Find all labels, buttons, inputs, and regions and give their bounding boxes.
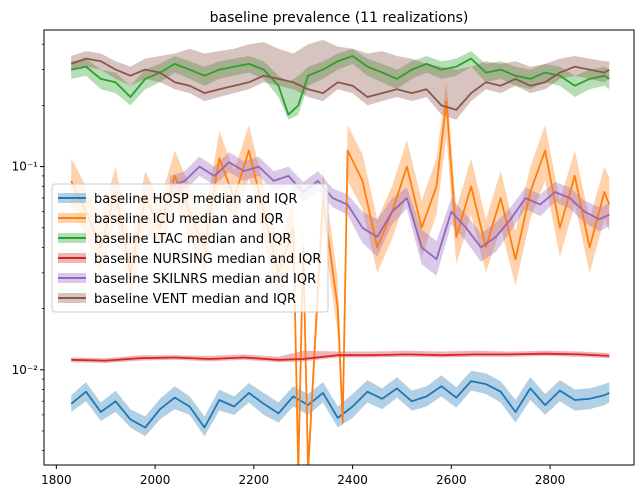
legend-label: baseline SKILNRS median and IQR	[94, 272, 316, 287]
y-tick-label: 10⁻²	[12, 363, 39, 377]
legend-label: baseline VENT median and IQR	[94, 292, 296, 307]
median-line-baseline-vent-median-and-iqr	[70, 57, 610, 111]
legend-box	[51, 183, 329, 313]
y-tick-label: 10⁻¹	[12, 160, 39, 174]
x-tick-label: 2200	[239, 473, 270, 487]
x-tick-label: 2400	[337, 473, 368, 487]
x-tick-label: 2000	[140, 473, 171, 487]
legend: baseline HOSP median and IQR baseline ICU…	[51, 183, 329, 313]
iqr-band-baseline-skilnrs-median-and-iqr	[169, 152, 610, 276]
median-line-baseline-skilnrs-median-and-iqr	[169, 161, 610, 261]
iqr-band-baseline-vent-median-and-iqr	[71, 39, 610, 120]
legend-label: baseline NURSING median and IQR	[94, 252, 321, 267]
iqr-band-baseline-ltac-median-and-iqr	[71, 48, 610, 120]
iqr-band-baseline-icu-median-and-iqr	[71, 82, 610, 465]
y-axis: 10⁻² 10⁻¹	[12, 43, 44, 452]
median-line-baseline-hosp-median-and-iqr	[70, 380, 610, 429]
x-tick-label: 2800	[535, 473, 566, 487]
x-tick-label: 1800	[41, 473, 72, 487]
x-tick-label: 2600	[436, 473, 467, 487]
median-line-baseline-nursing-median-and-iqr	[71, 352, 610, 362]
x-axis: 1800 2000 2200 2400 2600 2800	[41, 465, 565, 487]
iqr-band-baseline-hosp-median-and-iqr	[71, 370, 610, 437]
legend-label: baseline ICU median and IQR	[94, 212, 284, 227]
legend-label: baseline HOSP median and IQR	[94, 192, 297, 207]
median-line-baseline-ltac-median-and-iqr	[71, 55, 610, 116]
legend-label: baseline LTAC median and IQR	[94, 232, 291, 247]
chart-title: baseline prevalence (11 realizations)	[210, 10, 469, 26]
